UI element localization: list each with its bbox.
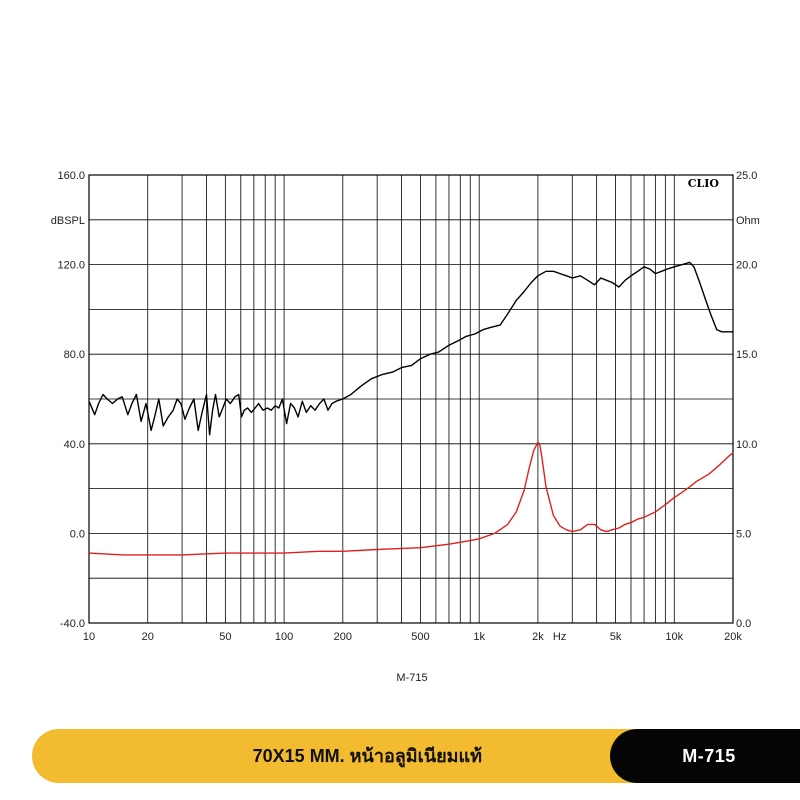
- model-badge: M-715: [610, 729, 800, 783]
- left-tick-label: 80.0: [64, 349, 85, 361]
- frequency-response-chart: -40.0 0.0 40.0 80.0 120.0 160.0 0.0 5.0 10.0 15.…: [51, 170, 760, 684]
- right-tick-label: 20.0: [736, 260, 757, 272]
- left-axis-tick-labels: -40.0 0.0 40.0 80.0 120.0 160.0: [57, 170, 85, 630]
- x-tick-label: 1k: [473, 631, 485, 643]
- x-tick-label: 10: [83, 631, 95, 643]
- left-tick-label: 0.0: [70, 528, 85, 540]
- left-tick-label: 40.0: [64, 439, 85, 451]
- x-tick-label: 2k: [532, 631, 544, 643]
- x-tick-label: 200: [334, 631, 352, 643]
- clio-brand-label: CLIO: [688, 177, 720, 190]
- left-axis-label: dBSPL: [51, 215, 85, 227]
- x-axis-tick-labels: 10 20 50 100 200 500 1k 2k 5k 10k 20k: [83, 631, 742, 643]
- right-tick-label: 10.0: [736, 439, 757, 451]
- left-tick-label: 160.0: [57, 170, 85, 182]
- x-tick-label: 5k: [610, 631, 622, 643]
- x-tick-label: 50: [219, 631, 231, 643]
- impedance-curve: [88, 441, 734, 556]
- x-axis-unit-label: Hz: [553, 631, 566, 643]
- right-tick-label: 25.0: [736, 170, 757, 182]
- left-tick-label: -40.0: [60, 618, 85, 630]
- chart-curves: [88, 261, 734, 556]
- x-tick-label: 20: [142, 631, 154, 643]
- chart-grid: [89, 175, 733, 623]
- right-axis-label: Ohm: [736, 215, 760, 227]
- x-tick-label: 10k: [665, 631, 683, 643]
- right-axis-tick-labels: 0.0 5.0 10.0 15.0 20.0 25.0: [736, 170, 757, 630]
- right-tick-label: 0.0: [736, 618, 751, 630]
- product-description: 70X15 MM. หน้าอลูมิเนียมแท้: [252, 746, 482, 766]
- x-tick-label: 100: [275, 631, 293, 643]
- model-caption: M-715: [396, 672, 427, 684]
- plot-frame: [88, 174, 734, 624]
- x-tick-label: 500: [411, 631, 429, 643]
- description-bar: 70X15 MM. หน้าอลูมิเนียมแท้: [32, 729, 672, 783]
- right-tick-label: 5.0: [736, 528, 751, 540]
- spl-curve: [88, 261, 733, 436]
- left-tick-label: 120.0: [57, 260, 85, 272]
- product-banner: 70X15 MM. หน้าอลูมิเนียมแท้ M-715: [32, 729, 800, 783]
- x-tick-label: 20k: [724, 631, 742, 643]
- model-name: M-715: [682, 746, 736, 766]
- right-tick-label: 15.0: [736, 349, 757, 361]
